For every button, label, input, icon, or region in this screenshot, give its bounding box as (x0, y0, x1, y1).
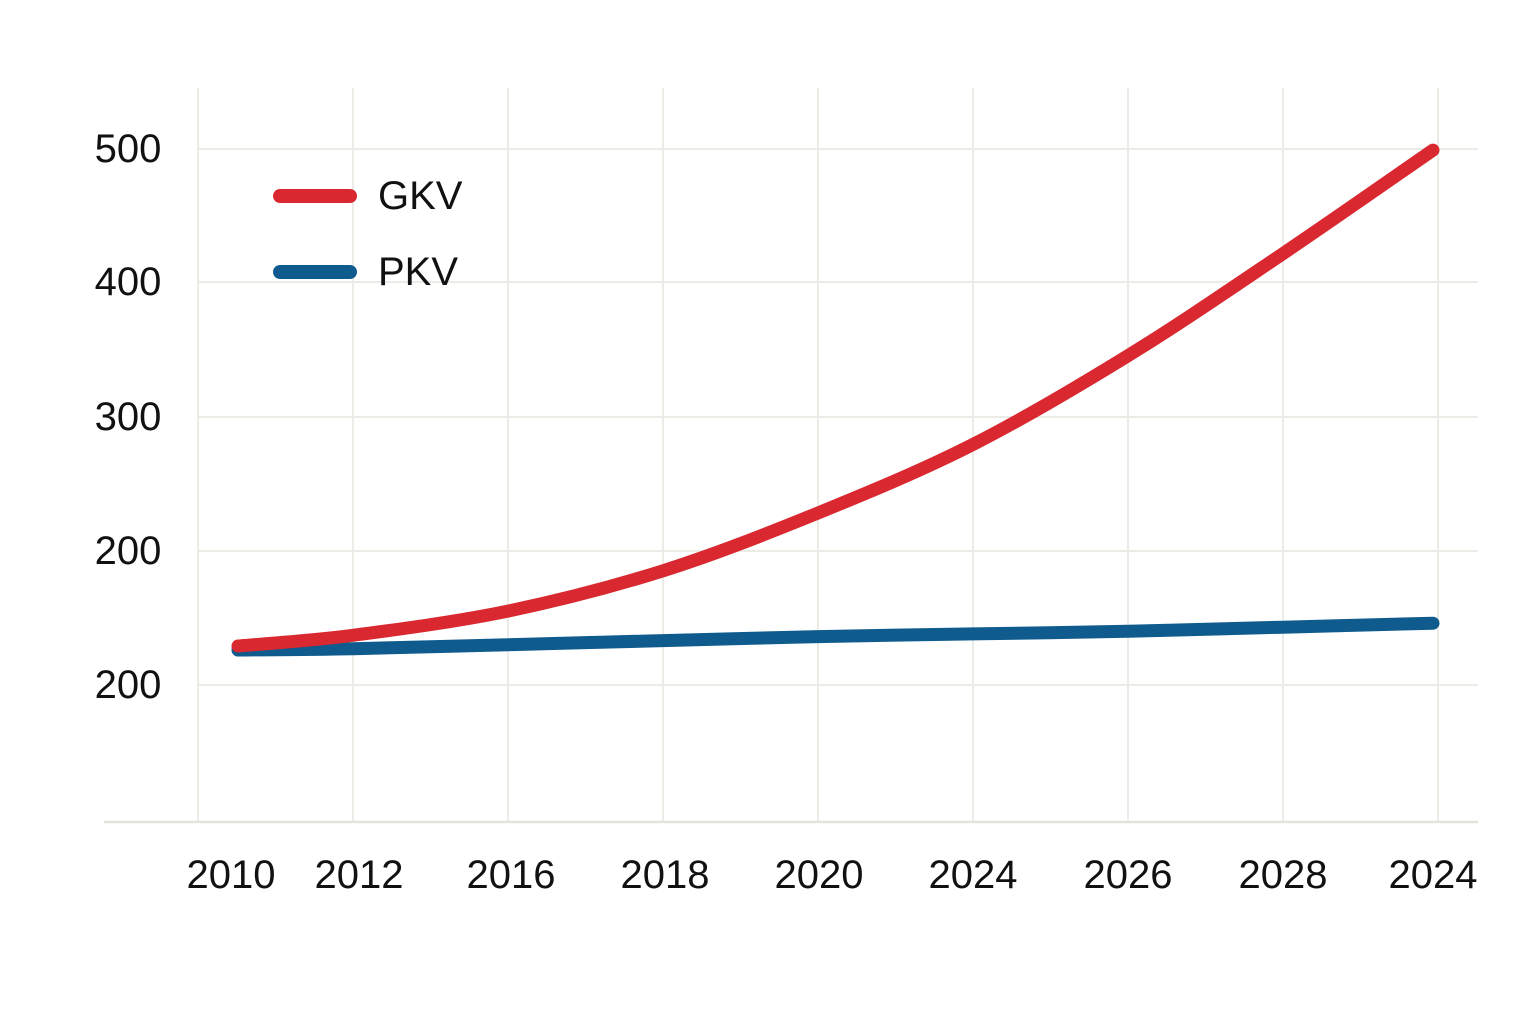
x-tick-label: 2026 (1084, 853, 1173, 897)
x-tick-label: 2028 (1239, 853, 1328, 897)
y-tick-label: 500 (95, 127, 162, 171)
legend: GKV PKV (273, 174, 463, 294)
y-tick-label: 200 (95, 529, 162, 573)
legend-label-gkv: GKV (378, 174, 463, 218)
y-tick-label: 200 (95, 663, 162, 707)
x-tick-label: 2010 (187, 853, 276, 897)
x-tick-label: 2024 (929, 853, 1018, 897)
x-tick-label: 2020 (775, 853, 864, 897)
x-tick-label: 2024 (1389, 853, 1478, 897)
x-tick-label: 2016 (467, 853, 556, 897)
x-tick-label: 2018 (621, 853, 710, 897)
x-tick-label: 2012 (315, 853, 404, 897)
tick-labels: 500 400 300 200 200 2010 2012 2016 2018 2020 2024 2… (95, 127, 1478, 897)
y-tick-label: 400 (95, 260, 162, 304)
legend-label-pkv: PKV (378, 250, 458, 294)
series-layer (231, 143, 1440, 657)
series-line-pkv (231, 616, 1440, 657)
y-tick-label: 300 (95, 395, 162, 439)
grid-layer (197, 88, 1478, 822)
series-line-gkv (231, 143, 1440, 653)
